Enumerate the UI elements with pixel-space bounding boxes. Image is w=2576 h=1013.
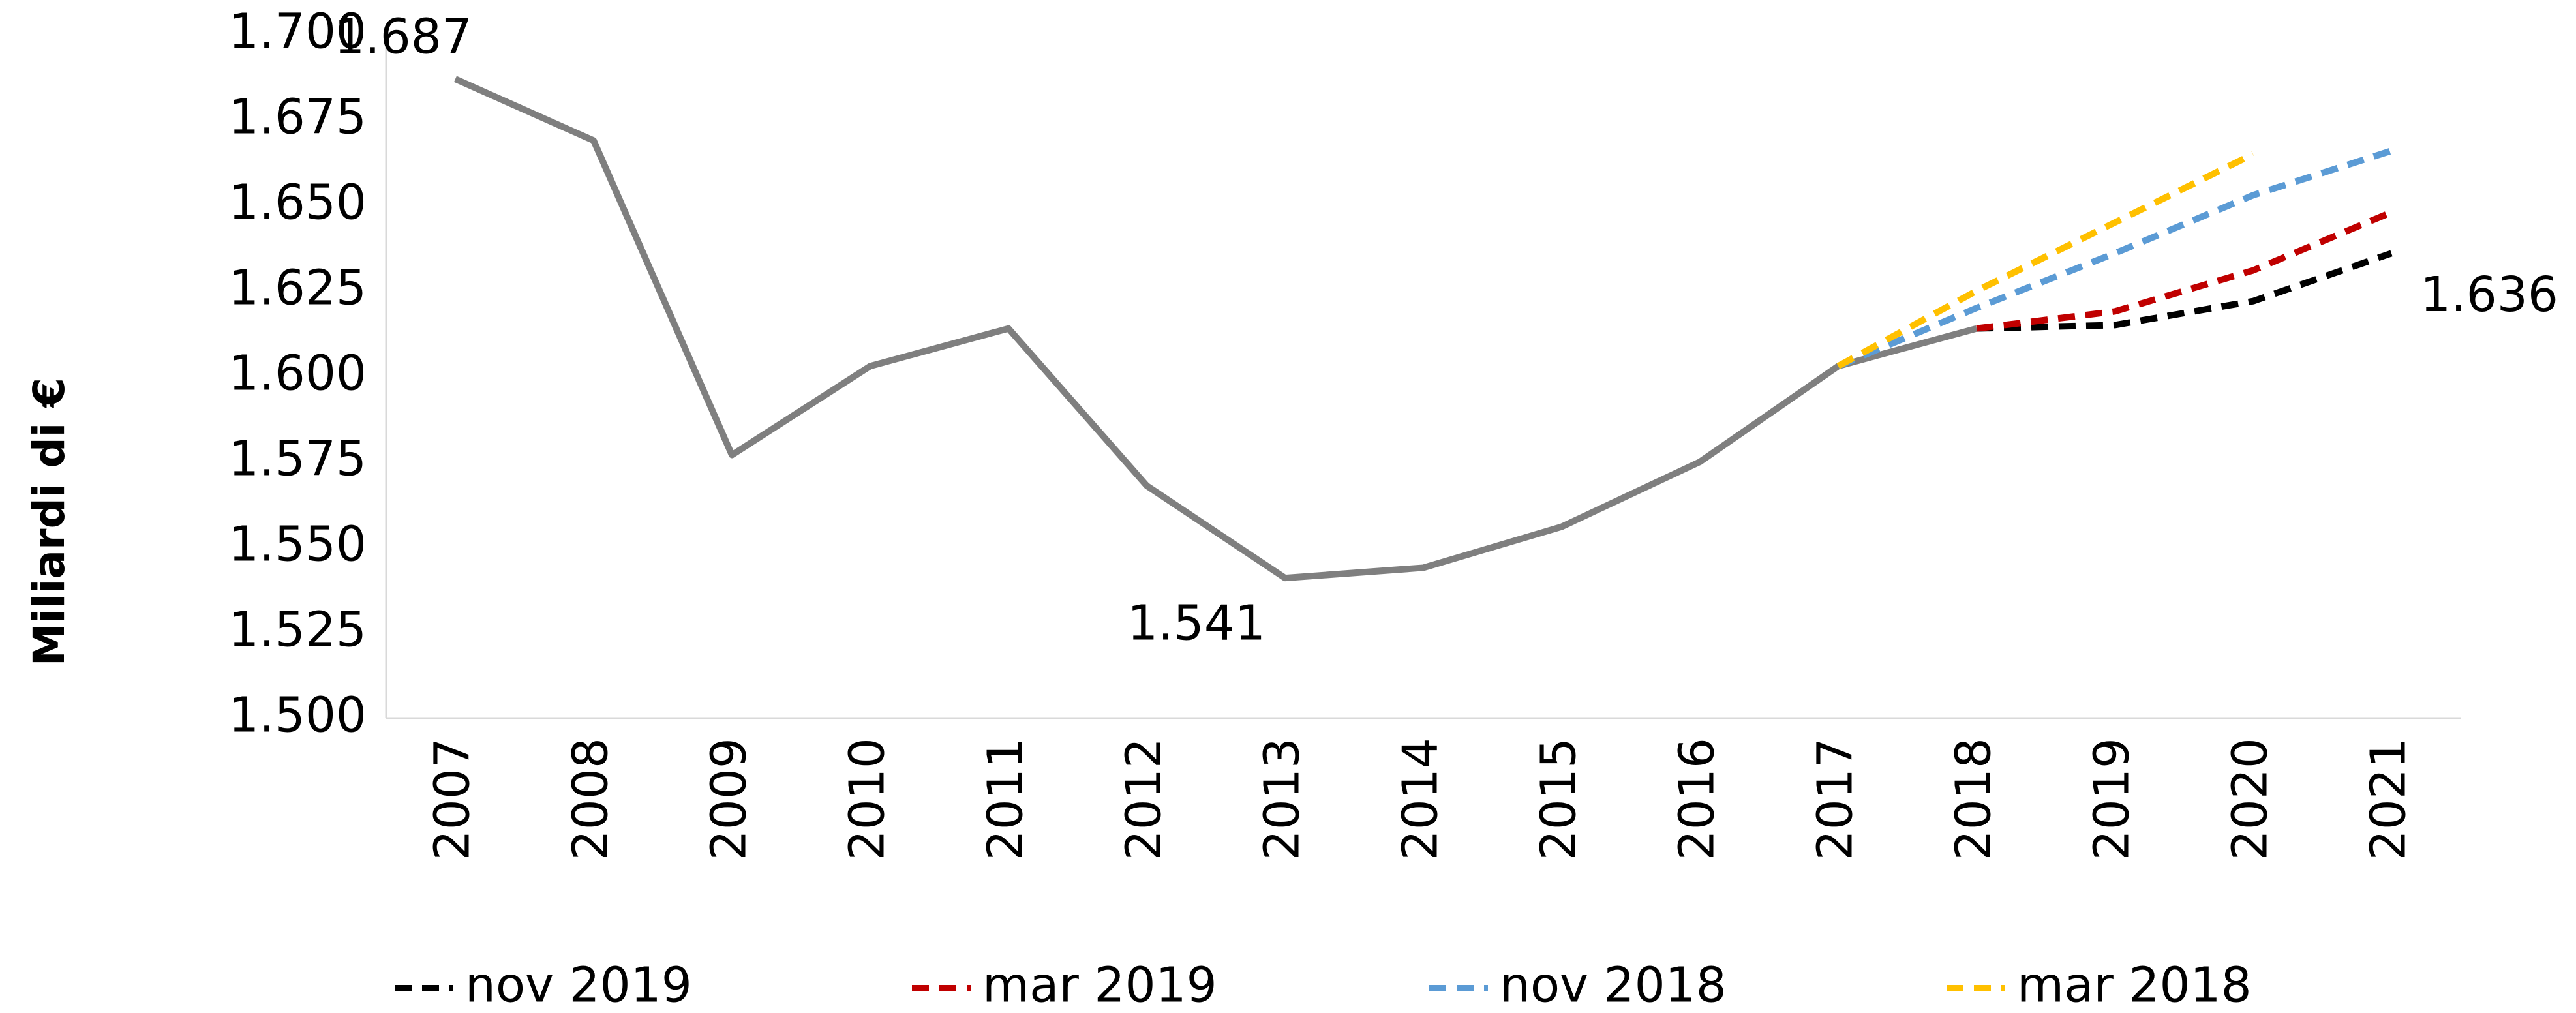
data-label: 1.636 [2420, 267, 2558, 323]
x-tick-label: 2014 [1393, 738, 1449, 860]
y-axis-title: Miliardi di € [24, 378, 74, 666]
x-tick-label: 2007 [425, 738, 481, 860]
y-tick-label: 1.650 [228, 175, 367, 231]
legend-label: mar 2019 [982, 958, 1217, 1013]
x-tick-label: 2021 [2361, 738, 2417, 860]
x-tick-label: 2013 [1254, 738, 1311, 860]
x-tick-label: 2011 [978, 738, 1034, 860]
x-tick-label: 2017 [1808, 738, 1864, 860]
y-tick-label: 1.525 [228, 602, 367, 658]
y-tick-label: 1.675 [228, 89, 367, 145]
legend-label: nov 2019 [465, 958, 692, 1013]
series-line [1837, 147, 2393, 369]
x-tick-label: 2020 [2222, 738, 2279, 860]
x-tick-label: 2019 [2084, 738, 2140, 860]
legend-label: mar 2018 [2017, 958, 2252, 1013]
x-tick-label: 2012 [1116, 738, 1172, 860]
data-label: 1.687 [334, 9, 472, 65]
series-line [453, 76, 1978, 582]
series-line [1976, 209, 2393, 332]
x-tick-label: 2016 [1669, 738, 1725, 860]
y-tick-label: 1.625 [228, 260, 367, 316]
y-tick-label: 1.575 [228, 431, 367, 487]
y-tick-label: 1.700 [228, 4, 367, 60]
x-tick-label: 2018 [1946, 738, 2002, 860]
y-tick-label: 1.550 [228, 517, 367, 573]
series-line [1976, 250, 2393, 332]
data-label: 1.541 [1127, 596, 1265, 652]
y-tick-label: 1.600 [228, 346, 367, 402]
x-tick-label: 2015 [1531, 738, 1587, 860]
y-tick-label: 1.500 [228, 688, 367, 744]
x-tick-label: 2010 [840, 738, 896, 860]
series-line [1836, 151, 2255, 369]
x-tick-label: 2009 [701, 738, 757, 860]
legend-label: nov 2018 [1500, 958, 1727, 1013]
x-tick-label: 2008 [563, 738, 619, 860]
